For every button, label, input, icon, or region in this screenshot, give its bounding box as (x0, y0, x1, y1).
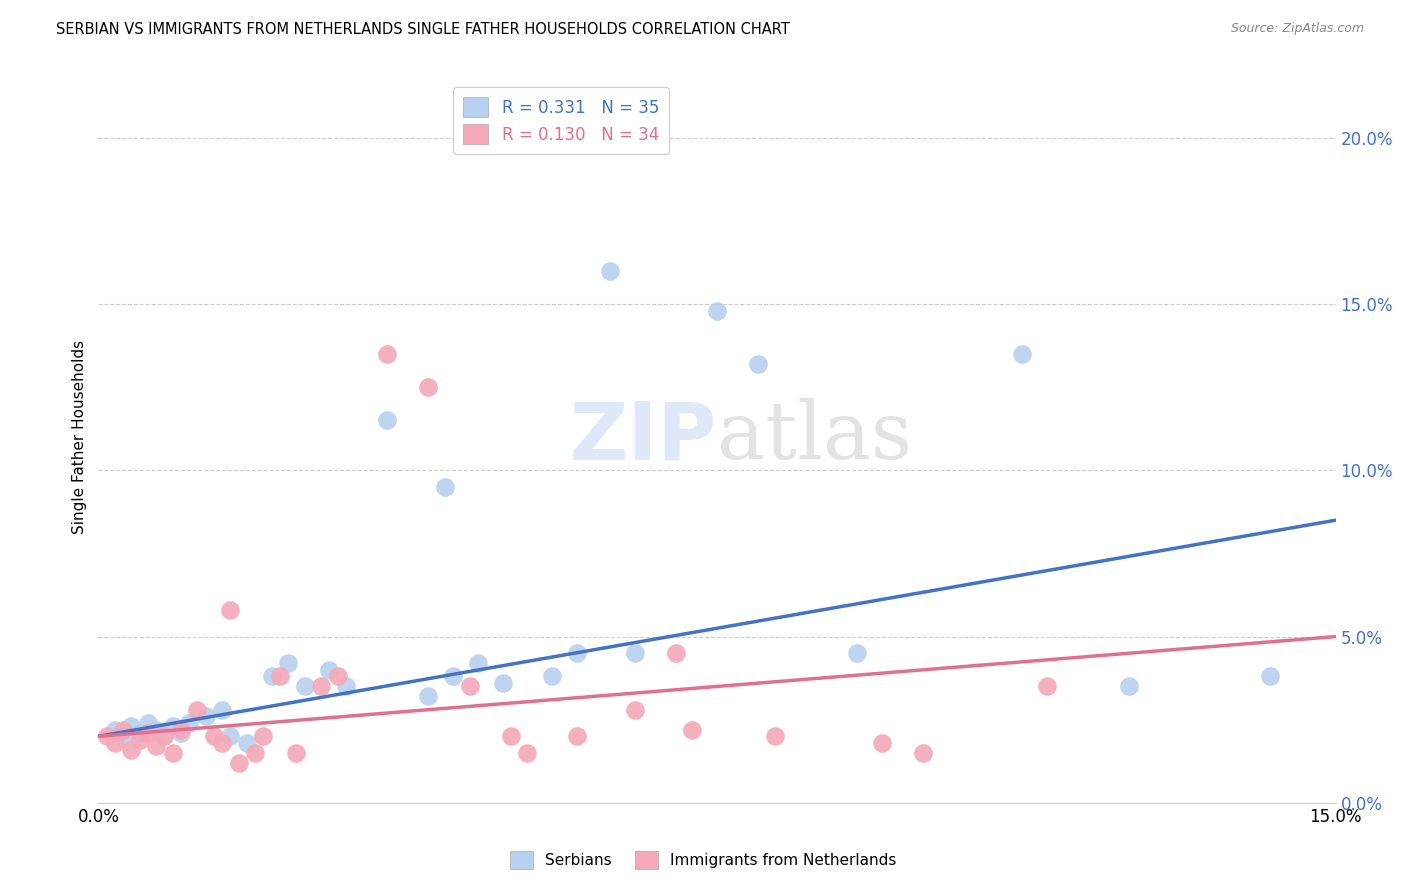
Point (219, 729, 242, 743)
Point (458, 680, 481, 694)
Point (153, 729, 176, 743)
Point (681, 723, 703, 737)
Point (112, 723, 135, 737)
Point (870, 736, 893, 750)
Point (236, 736, 259, 750)
Point (491, 676, 513, 690)
Text: atlas: atlas (717, 398, 912, 476)
Point (96, 729, 118, 743)
Point (467, 656, 489, 670)
Point (623, 646, 645, 660)
Point (211, 703, 233, 717)
Point (763, 729, 786, 743)
Point (375, 347, 398, 361)
Point (211, 736, 233, 750)
Point (541, 669, 564, 683)
Point (499, 729, 522, 743)
Point (202, 729, 225, 743)
Point (112, 729, 135, 743)
Point (846, 646, 869, 660)
Legend: Serbians, Immigrants from Netherlands: Serbians, Immigrants from Netherlands (503, 845, 903, 875)
Y-axis label: Single Father Households: Single Father Households (72, 340, 87, 534)
Point (243, 746, 266, 760)
Point (1118, 680, 1140, 694)
Point (219, 603, 242, 617)
Point (565, 729, 588, 743)
Point (228, 756, 250, 770)
Point (1011, 347, 1033, 361)
Point (433, 480, 456, 494)
Point (277, 656, 299, 670)
Point (706, 303, 728, 318)
Point (128, 732, 150, 747)
Point (1258, 669, 1281, 683)
Point (665, 646, 688, 660)
Point (162, 719, 184, 733)
Point (145, 739, 167, 754)
Point (375, 413, 398, 427)
Point (623, 703, 645, 717)
Point (153, 729, 176, 743)
Point (747, 357, 769, 371)
Point (599, 264, 621, 278)
Point (1036, 680, 1059, 694)
Point (252, 729, 274, 743)
Point (104, 723, 127, 737)
Text: ZIP: ZIP (569, 398, 717, 476)
Point (136, 716, 159, 731)
Point (565, 646, 588, 660)
Point (318, 663, 340, 677)
Point (418, 380, 440, 394)
Point (335, 680, 357, 694)
Point (145, 723, 167, 737)
Point (309, 680, 332, 694)
Text: SERBIAN VS IMMIGRANTS FROM NETHERLANDS SINGLE FATHER HOUSEHOLDS CORRELATION CHAR: SERBIAN VS IMMIGRANTS FROM NETHERLANDS S… (56, 22, 790, 37)
Point (441, 669, 464, 683)
Point (120, 742, 142, 756)
Point (418, 690, 440, 704)
Point (104, 736, 127, 750)
Point (170, 723, 193, 737)
Point (326, 669, 349, 683)
Point (120, 719, 142, 733)
Point (186, 703, 208, 717)
Point (294, 680, 316, 694)
Point (285, 746, 308, 760)
Point (162, 746, 184, 760)
Point (194, 709, 217, 723)
Point (516, 746, 538, 760)
Point (269, 669, 291, 683)
Point (136, 726, 159, 740)
Legend: R = 0.331   N = 35, R = 0.130   N = 34: R = 0.331 N = 35, R = 0.130 N = 34 (453, 87, 669, 154)
Point (128, 726, 150, 740)
Point (179, 716, 201, 731)
Text: Source: ZipAtlas.com: Source: ZipAtlas.com (1230, 22, 1364, 36)
Point (912, 746, 935, 760)
Point (260, 669, 283, 683)
Point (170, 726, 193, 740)
